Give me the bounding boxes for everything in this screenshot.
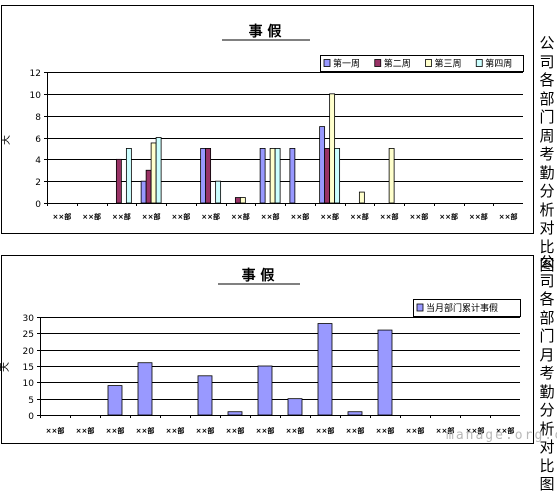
bar [257, 365, 273, 416]
x-tick-label: ××部 [499, 212, 518, 221]
x-tick-label: ××部 [166, 426, 185, 435]
monthly-leave-chart: 事 假 0 5 10 15 20 25 30 天 ××部 ××部 ××部 ××部 ××部 ××部 ××部 ××部… [0, 255, 534, 444]
bar [125, 148, 132, 204]
bar [289, 148, 296, 204]
legend-label: 第四周 [485, 58, 512, 70]
bar [324, 148, 331, 204]
bar [107, 385, 123, 416]
legend-label: 第二周 [384, 58, 411, 70]
y-tick-label: 6 [35, 135, 41, 145]
x-tick-label: ××部 [136, 426, 155, 435]
bar [269, 148, 276, 204]
y-tick-label: 10 [23, 379, 35, 389]
bar [155, 137, 162, 204]
x-tick-label: ××部 [406, 426, 425, 435]
legend-swatch [416, 303, 424, 312]
x-tick-label: ××部 [346, 426, 365, 435]
legend-swatch [374, 59, 382, 67]
bar [317, 323, 333, 416]
y-tick-label: 30 [23, 314, 35, 324]
legend-box [320, 55, 524, 72]
bar [334, 148, 341, 204]
x-tick-label: ××部 [410, 212, 429, 221]
x-tick-label: ××部 [231, 212, 250, 221]
x-tick-label: ××部 [261, 212, 280, 221]
bar [259, 148, 266, 204]
x-tick-label: ××部 [256, 426, 275, 435]
y-tick-label: 0 [35, 200, 41, 210]
y-axis-label: 天 [0, 362, 11, 372]
y-axis-label: 天 [1, 135, 12, 145]
x-tick-label: ××部 [196, 426, 215, 435]
bar [388, 148, 395, 204]
bar [347, 411, 363, 416]
x-tick-label: ××部 [112, 212, 131, 221]
bar [227, 411, 243, 416]
x-tick-label: ××部 [82, 212, 101, 221]
bar [115, 158, 122, 204]
x-tick-label: ××部 [106, 426, 125, 435]
x-tick-label: ××部 [53, 212, 72, 221]
x-tick-label: ××部 [376, 426, 395, 435]
legend-swatch [323, 59, 331, 67]
weekly-leave-chart: 事 假 0 2 4 6 8 10 12 天 ××部 ××部 ××部 ××部 ××部 ××部 ××部 ××部 ××部… [1, 5, 534, 234]
legend-label: 第三周 [435, 58, 462, 70]
bar [329, 93, 336, 204]
monthly-chart-side-title: 公司各部门月考勤分析对比图 [539, 253, 555, 493]
bar [215, 180, 222, 204]
legend-swatch [425, 59, 432, 67]
x-tick-label: ××部 [350, 212, 369, 221]
y-tick-label: 15 [23, 363, 34, 373]
x-tick-label: ××部 [286, 426, 305, 435]
bar [205, 148, 212, 204]
bar [150, 142, 157, 204]
y-tick-label: 20 [23, 347, 35, 357]
y-tick-label: 8 [35, 113, 41, 123]
chart-frame [1, 5, 534, 234]
legend-swatch [475, 59, 483, 67]
y-tick-label: 2 [35, 178, 41, 188]
x-tick-label: ××部 [46, 426, 65, 435]
bar [319, 126, 326, 204]
legend-box [413, 299, 521, 317]
bar [145, 169, 152, 204]
x-tick-label: ××部 [466, 426, 485, 435]
weekly-chart-side-title: 公司各部门周考勤分析对比图 [539, 34, 555, 274]
x-tick-label: ××部 [380, 212, 399, 221]
bar [358, 191, 365, 204]
bar [197, 375, 213, 416]
x-tick-label: ××部 [172, 212, 191, 221]
y-tick-label: 12 [30, 69, 41, 79]
x-tick-label: ××部 [201, 212, 220, 221]
x-tick-label: ××部 [496, 426, 515, 435]
x-tick-label: ××部 [436, 426, 455, 435]
chart-title: 事 假 [249, 23, 283, 40]
bar [287, 398, 303, 416]
legend-label: 第一周 [333, 58, 360, 70]
bar [377, 329, 393, 416]
x-tick-label: ××部 [142, 212, 161, 221]
x-tick-label: ××部 [439, 212, 458, 221]
watermark: manage.org.cn [446, 428, 557, 443]
x-tick-label: ××部 [320, 212, 339, 221]
x-tick-label: ××部 [469, 212, 488, 221]
y-tick-label: 25 [23, 330, 34, 340]
y-tick-label: 0 [28, 412, 34, 422]
y-tick-label: 5 [28, 396, 34, 406]
chart-title: 事 假 [242, 267, 276, 284]
bar [200, 148, 207, 204]
y-tick-label: 10 [30, 91, 42, 101]
x-tick-label: ××部 [76, 426, 95, 435]
x-tick-label: ××部 [226, 426, 245, 435]
legend-label: 当月部门累计事假 [426, 302, 498, 314]
bar [274, 148, 281, 204]
bar [140, 180, 147, 204]
x-tick-label: ××部 [291, 212, 310, 221]
bar [234, 197, 241, 204]
bar [137, 362, 153, 416]
x-tick-label: ××部 [316, 426, 335, 435]
y-tick-label: 4 [35, 156, 41, 166]
bar [239, 197, 246, 204]
